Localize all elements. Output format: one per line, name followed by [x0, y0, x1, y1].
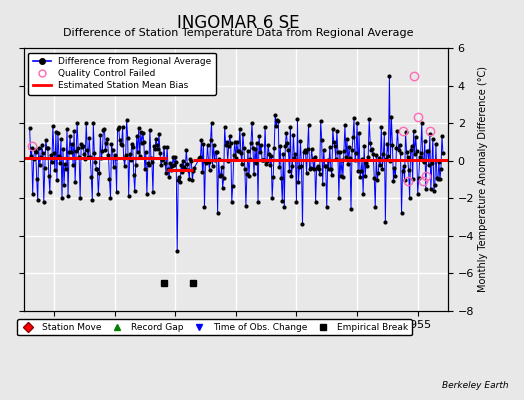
Text: INGOMAR 6 SE: INGOMAR 6 SE [177, 14, 300, 32]
Legend: Station Move, Record Gap, Time of Obs. Change, Empirical Break: Station Move, Record Gap, Time of Obs. C… [17, 319, 412, 336]
Text: Difference of Station Temperature Data from Regional Average: Difference of Station Temperature Data f… [63, 28, 413, 38]
Legend: Difference from Regional Average, Quality Control Failed, Estimated Station Mean: Difference from Regional Average, Qualit… [28, 52, 216, 95]
Text: Berkeley Earth: Berkeley Earth [442, 381, 508, 390]
Y-axis label: Monthly Temperature Anomaly Difference (°C): Monthly Temperature Anomaly Difference (… [478, 66, 488, 292]
